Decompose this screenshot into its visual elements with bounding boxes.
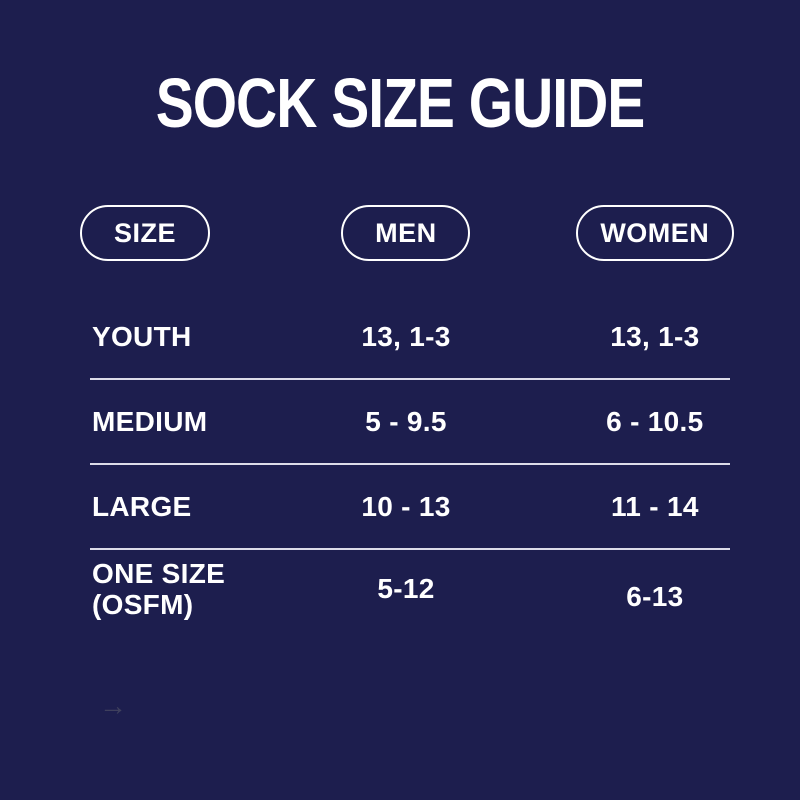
page-title: SOCK SIZE GUIDE <box>155 64 646 143</box>
cell-women-value: 13, 1-3 <box>610 320 700 352</box>
row-label: ONE SIZE (OSFM) <box>92 558 226 620</box>
row-label: MEDIUM <box>92 406 208 437</box>
cell-women-value: 11 - 14 <box>610 490 699 522</box>
column-header-pill-size: SIZE <box>80 205 210 261</box>
arrow-icon: → <box>99 690 127 721</box>
table-header-row: SIZE MEN WOMEN <box>80 205 800 261</box>
row-label: YOUTH <box>92 321 192 352</box>
title-bar: SOCK SIZE GUIDE <box>0 0 800 232</box>
cell-women-value: 6 - 10.5 <box>606 405 704 437</box>
size-table: YOUTH 13, 1-3 13, 1-3 MEDIUM 5 - 9.5 6 -… <box>80 295 800 644</box>
column-header-pill-women: WOMEN <box>575 205 734 261</box>
row-divider <box>90 548 730 550</box>
cell-men-value: 5 - 9.5 <box>365 405 447 437</box>
table-row-youth: YOUTH 13, 1-3 13, 1-3 <box>80 295 800 378</box>
cell-women-value: 6-13 <box>626 581 684 612</box>
header-column-men: MEN <box>302 205 509 261</box>
table-row-large: LARGE 10 - 13 11 - 14 <box>80 465 800 548</box>
row-divider <box>90 378 730 380</box>
cell-men-value: 10 - 13 <box>361 490 451 522</box>
row-label: LARGE <box>92 491 192 522</box>
column-header-pill-men: MEN <box>341 205 471 261</box>
header-column-size: SIZE <box>80 205 302 261</box>
header-column-women: WOMEN <box>510 205 800 261</box>
table-row-one-size: ONE SIZE (OSFM) 5-12 6-13 <box>80 550 800 644</box>
table-row-medium: MEDIUM 5 - 9.5 6 - 10.5 <box>80 380 800 463</box>
row-divider <box>90 463 730 465</box>
cell-men-value: 13, 1-3 <box>361 320 451 352</box>
cell-men-value: 5-12 <box>377 573 435 604</box>
